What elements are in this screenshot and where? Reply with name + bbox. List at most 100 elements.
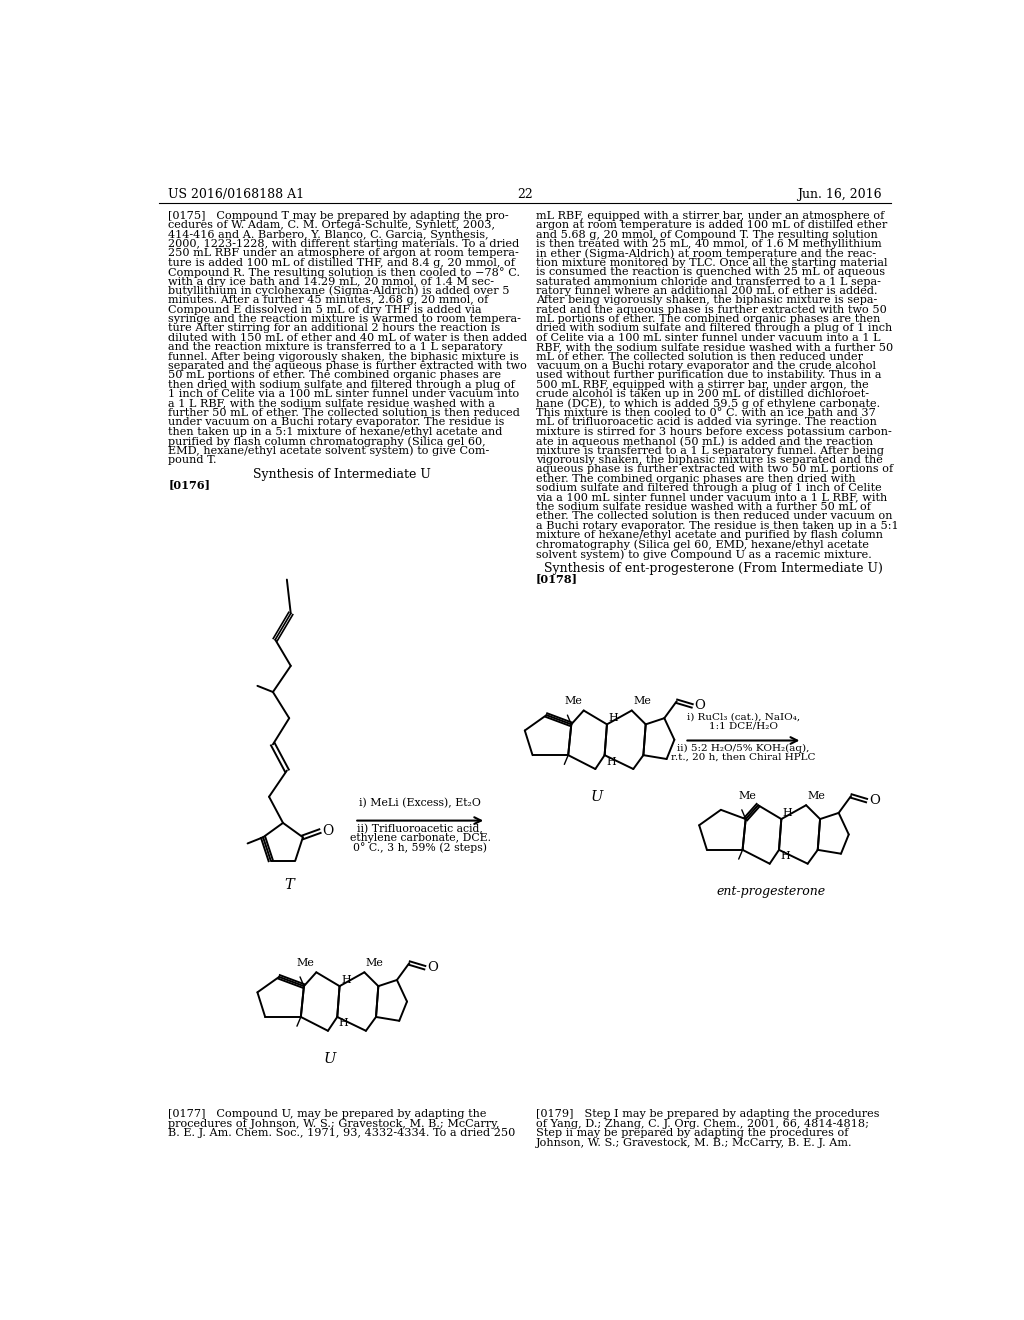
- Text: ethylene carbonate, DCE.: ethylene carbonate, DCE.: [349, 833, 490, 843]
- Text: a 1 L RBF, with the sodium sulfate residue washed with a: a 1 L RBF, with the sodium sulfate resid…: [168, 399, 496, 409]
- Text: H: H: [341, 974, 351, 985]
- Text: of Yang, D.; Zhang, C. J. Org. Chem., 2001, 66, 4814-4818;: of Yang, D.; Zhang, C. J. Org. Chem., 20…: [536, 1119, 868, 1129]
- Text: r.t., 20 h, then Chiral HPLC: r.t., 20 h, then Chiral HPLC: [671, 752, 815, 762]
- Text: [0178]: [0178]: [536, 573, 578, 585]
- Text: 250 mL RBF under an atmosphere of argon at room tempera-: 250 mL RBF under an atmosphere of argon …: [168, 248, 519, 259]
- Text: O: O: [869, 795, 880, 807]
- Text: cedures of W. Adam, C. M. Ortega-Schulte, Synlett, 2003,: cedures of W. Adam, C. M. Ortega-Schulte…: [168, 220, 496, 230]
- Text: ate in aqueous methanol (50 mL) is added and the reaction: ate in aqueous methanol (50 mL) is added…: [536, 436, 872, 446]
- Text: O: O: [427, 961, 438, 974]
- Text: Compound E dissolved in 5 mL of dry THF is added via: Compound E dissolved in 5 mL of dry THF …: [168, 305, 482, 314]
- Text: Johnson, W. S.; Gravestock, M. B.; McCarry, B. E. J. Am.: Johnson, W. S.; Gravestock, M. B.; McCar…: [536, 1138, 852, 1147]
- Text: U: U: [324, 1052, 336, 1065]
- Text: minutes. After a further 45 minutes, 2.68 g, 20 mmol, of: minutes. After a further 45 minutes, 2.6…: [168, 296, 488, 305]
- Text: O: O: [323, 824, 334, 838]
- Text: mL RBF, equipped with a stirrer bar, under an atmosphere of: mL RBF, equipped with a stirrer bar, und…: [536, 211, 884, 220]
- Text: This mixture is then cooled to 0° C. with an ice bath and 37: This mixture is then cooled to 0° C. wit…: [536, 408, 876, 418]
- Text: i) MeLi (Excess), Et₂O: i) MeLi (Excess), Et₂O: [359, 797, 481, 808]
- Text: Me: Me: [366, 958, 384, 968]
- Text: H: H: [783, 808, 793, 817]
- Text: mixture is transferred to a 1 L separatory funnel. After being: mixture is transferred to a 1 L separato…: [536, 446, 884, 455]
- Text: 22: 22: [517, 187, 532, 201]
- Text: used without further purification due to instability. Thus in a: used without further purification due to…: [536, 371, 881, 380]
- Text: is then treated with 25 mL, 40 mmol, of 1.6 M methyllithium: is then treated with 25 mL, 40 mmol, of …: [536, 239, 882, 249]
- Text: hane (DCE), to which is added 59.5 g of ethylene carbonate.: hane (DCE), to which is added 59.5 g of …: [536, 399, 880, 409]
- Text: EMD, hexane/ethyl acetate solvent system) to give Com-: EMD, hexane/ethyl acetate solvent system…: [168, 446, 489, 457]
- Text: 0° C., 3 h, 59% (2 steps): 0° C., 3 h, 59% (2 steps): [353, 842, 487, 853]
- Text: Me: Me: [633, 696, 651, 706]
- Text: [0179]   Step I may be prepared by adapting the procedures: [0179] Step I may be prepared by adaptin…: [536, 1109, 880, 1119]
- Text: Compound R. The resulting solution is then cooled to −78° C.: Compound R. The resulting solution is th…: [168, 267, 520, 279]
- Text: 1 inch of Celite via a 100 mL sinter funnel under vacuum into: 1 inch of Celite via a 100 mL sinter fun…: [168, 389, 519, 399]
- Text: 2000, 1223-1228, with different starting materials. To a dried: 2000, 1223-1228, with different starting…: [168, 239, 519, 249]
- Text: ratory funnel where an additional 200 mL of ether is added.: ratory funnel where an additional 200 mL…: [536, 286, 878, 296]
- Text: H: H: [606, 756, 615, 767]
- Text: is consumed the reaction is quenched with 25 mL of aqueous: is consumed the reaction is quenched wit…: [536, 267, 885, 277]
- Text: ture is added 100 mL of distilled THF, and 8.4 g, 20 mmol, of: ture is added 100 mL of distilled THF, a…: [168, 257, 515, 268]
- Text: saturated ammonium chloride and transferred to a 1 L sepa-: saturated ammonium chloride and transfer…: [536, 276, 881, 286]
- Text: with a dry ice bath and 14.29 mL, 20 mmol, of 1.4 M sec-: with a dry ice bath and 14.29 mL, 20 mmo…: [168, 276, 495, 286]
- Text: via a 100 mL sinter funnel under vacuum into a 1 L RBF, with: via a 100 mL sinter funnel under vacuum …: [536, 492, 887, 503]
- Text: under vacuum on a Buchi rotary evaporator. The residue is: under vacuum on a Buchi rotary evaporato…: [168, 417, 505, 428]
- Text: mL of trifluoroacetic acid is added via syringe. The reaction: mL of trifluoroacetic acid is added via …: [536, 417, 877, 428]
- Text: dried with sodium sulfate and filtered through a plug of 1 inch: dried with sodium sulfate and filtered t…: [536, 323, 892, 334]
- Text: chromatography (Silica gel 60, EMD, hexane/ethyl acetate: chromatography (Silica gel 60, EMD, hexa…: [536, 540, 868, 550]
- Text: then dried with sodium sulfate and filtered through a plug of: then dried with sodium sulfate and filte…: [168, 380, 515, 389]
- Text: then taken up in a 5:1 mixture of hexane/ethyl acetate and: then taken up in a 5:1 mixture of hexane…: [168, 426, 503, 437]
- Text: rated and the aqueous phase is further extracted with two 50: rated and the aqueous phase is further e…: [536, 305, 887, 314]
- Text: Jun. 16, 2016: Jun. 16, 2016: [797, 187, 882, 201]
- Text: 500 mL RBF, equipped with a stirrer bar, under argon, the: 500 mL RBF, equipped with a stirrer bar,…: [536, 380, 868, 389]
- Text: H: H: [339, 1019, 348, 1028]
- Text: Step ii may be prepared by adapting the procedures of: Step ii may be prepared by adapting the …: [536, 1129, 848, 1138]
- Text: T: T: [285, 878, 294, 892]
- Text: ent-progesterone: ent-progesterone: [717, 884, 825, 898]
- Text: mL of ether. The collected solution is then reduced under: mL of ether. The collected solution is t…: [536, 351, 862, 362]
- Text: 50 mL portions of ether. The combined organic phases are: 50 mL portions of ether. The combined or…: [168, 371, 502, 380]
- Text: Me: Me: [738, 791, 757, 800]
- Text: RBF, with the sodium sulfate residue washed with a further 50: RBF, with the sodium sulfate residue was…: [536, 342, 893, 352]
- Text: [0175]   Compound T may be prepared by adapting the pro-: [0175] Compound T may be prepared by ada…: [168, 211, 509, 220]
- Text: vigorously shaken, the biphasic mixture is separated and the: vigorously shaken, the biphasic mixture …: [536, 455, 883, 465]
- Text: ii) Trifluoroacetic acid,: ii) Trifluoroacetic acid,: [357, 824, 483, 834]
- Text: ii) 5:2 H₂O/5% KOH₂(aq),: ii) 5:2 H₂O/5% KOH₂(aq),: [677, 743, 810, 752]
- Text: crude alcohol is taken up in 200 mL of distilled dichloroet-: crude alcohol is taken up in 200 mL of d…: [536, 389, 868, 399]
- Text: [0176]: [0176]: [168, 479, 210, 490]
- Text: Me: Me: [564, 696, 583, 706]
- Text: a Buchi rotary evaporator. The residue is then taken up in a 5:1: a Buchi rotary evaporator. The residue i…: [536, 521, 898, 531]
- Text: the sodium sulfate residue washed with a further 50 mL of: the sodium sulfate residue washed with a…: [536, 502, 870, 512]
- Text: tion mixture monitored by TLC. Once all the starting material: tion mixture monitored by TLC. Once all …: [536, 257, 887, 268]
- Text: syringe and the reaction mixture is warmed to room tempera-: syringe and the reaction mixture is warm…: [168, 314, 521, 325]
- Text: ether. The collected solution is then reduced under vacuum on: ether. The collected solution is then re…: [536, 511, 892, 521]
- Text: mL portions of ether. The combined organic phases are then: mL portions of ether. The combined organ…: [536, 314, 880, 325]
- Text: vacuum on a Buchi rotary evaporator and the crude alcohol: vacuum on a Buchi rotary evaporator and …: [536, 362, 876, 371]
- Text: pound T.: pound T.: [168, 455, 217, 465]
- Text: Synthesis of ent-progesterone (From Intermediate U): Synthesis of ent-progesterone (From Inte…: [544, 562, 883, 576]
- Text: further 50 mL of ether. The collected solution is then reduced: further 50 mL of ether. The collected so…: [168, 408, 520, 418]
- Text: H: H: [780, 851, 791, 862]
- Text: H: H: [608, 713, 618, 723]
- Text: mixture is stirred for 3 hours before excess potassium carbon-: mixture is stirred for 3 hours before ex…: [536, 426, 892, 437]
- Text: ture After stirring for an additional 2 hours the reaction is: ture After stirring for an additional 2 …: [168, 323, 501, 334]
- Text: solvent system) to give Compound U as a racemic mixture.: solvent system) to give Compound U as a …: [536, 549, 871, 560]
- Text: B. E. J. Am. Chem. Soc., 1971, 93, 4332-4334. To a dried 250: B. E. J. Am. Chem. Soc., 1971, 93, 4332-…: [168, 1129, 515, 1138]
- Text: mixture of hexane/ethyl acetate and purified by flash column: mixture of hexane/ethyl acetate and puri…: [536, 531, 883, 540]
- Text: i) RuCl₃ (cat.), NaIO₄,: i) RuCl₃ (cat.), NaIO₄,: [687, 713, 800, 721]
- Text: funnel. After being vigorously shaken, the biphasic mixture is: funnel. After being vigorously shaken, t…: [168, 351, 519, 362]
- Text: Me: Me: [808, 791, 825, 800]
- Text: of Celite via a 100 mL sinter funnel under vacuum into a 1 L: of Celite via a 100 mL sinter funnel und…: [536, 333, 881, 343]
- Text: in ether (Sigma-Aldrich) at room temperature and the reac-: in ether (Sigma-Aldrich) at room tempera…: [536, 248, 876, 259]
- Text: diluted with 150 mL of ether and 40 mL of water is then added: diluted with 150 mL of ether and 40 mL o…: [168, 333, 527, 343]
- Text: O: O: [694, 700, 706, 713]
- Text: sodium sulfate and filtered through a plug of 1 inch of Celite: sodium sulfate and filtered through a pl…: [536, 483, 882, 494]
- Text: [0177]   Compound U, may be prepared by adapting the: [0177] Compound U, may be prepared by ad…: [168, 1109, 486, 1119]
- Text: butyllithium in cyclohexane (Sigma-Aldrich) is added over 5: butyllithium in cyclohexane (Sigma-Aldri…: [168, 286, 510, 297]
- Text: 414-416 and A. Barbero, Y. Blanco, C. Garcia, Synthesis,: 414-416 and A. Barbero, Y. Blanco, C. Ga…: [168, 230, 488, 239]
- Text: aqueous phase is further extracted with two 50 mL portions of: aqueous phase is further extracted with …: [536, 465, 893, 474]
- Text: Synthesis of Intermediate U: Synthesis of Intermediate U: [253, 469, 431, 482]
- Text: separated and the aqueous phase is further extracted with two: separated and the aqueous phase is furth…: [168, 362, 527, 371]
- Text: procedures of Johnson, W. S.; Gravestock, M. B.; McCarry,: procedures of Johnson, W. S.; Gravestock…: [168, 1119, 500, 1129]
- Text: U: U: [591, 789, 603, 804]
- Text: Me: Me: [297, 958, 314, 968]
- Text: ether. The combined organic phases are then dried with: ether. The combined organic phases are t…: [536, 474, 855, 484]
- Text: purified by flash column chromatography (Silica gel 60,: purified by flash column chromatography …: [168, 436, 486, 446]
